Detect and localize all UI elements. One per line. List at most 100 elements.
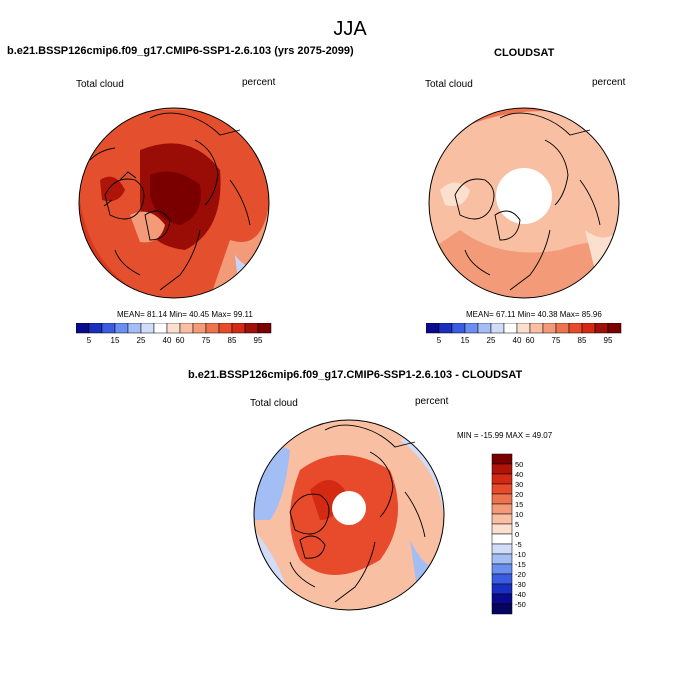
obs-min-label: Min=	[517, 310, 536, 319]
model-colorbar-tick-label: 75	[202, 336, 211, 345]
model-min-value: 40.45	[189, 310, 210, 319]
obs-stats: MEAN= 67.11 Min= 40.38 Max= 85.96	[466, 310, 602, 319]
model-colorbar: 5 15 25 40 60 75 85 95	[76, 323, 272, 345]
diff-colorbar-tick-label: 15	[515, 500, 523, 509]
obs-max-label: Max=	[559, 310, 580, 319]
obs-colorbar-tick-label: 75	[552, 336, 561, 345]
obs-colorbar-box	[516, 323, 531, 334]
model-colorbar-tick-label: 60	[176, 336, 185, 345]
diff-colorbar-box	[491, 553, 513, 565]
diff-colorbar-box	[491, 543, 513, 555]
model-colorbar-tick-label: 5	[87, 336, 92, 345]
model-mean-label: MEAN=	[117, 310, 145, 319]
obs-colorbar-tick-label: 25	[487, 336, 496, 345]
model-colorbar-box	[114, 323, 129, 334]
model-colorbar-box	[192, 323, 207, 334]
diff-map-border	[253, 419, 445, 611]
obs-colorbar-box	[464, 323, 479, 334]
diff-colorbar-box	[491, 493, 513, 505]
diff-panel-title: b.e21.BSSP126cmip6.f09_g17.CMIP6-SSP1-2.…	[188, 369, 523, 381]
diff-variable-label: Total cloud	[250, 398, 298, 409]
obs-colorbar-box	[594, 323, 609, 334]
obs-coastlines	[454, 112, 601, 291]
model-colorbar-box	[166, 323, 181, 334]
obs-colorbar-box	[529, 323, 544, 334]
obs-colorbar-box	[581, 323, 596, 334]
diff-colorbar-tick-label: 10	[515, 510, 523, 519]
model-colorbar-tick-label: 85	[228, 336, 237, 345]
model-colorbar-box	[231, 323, 246, 334]
diff-colorbar-box	[491, 463, 513, 475]
model-colorbar-tick-label: 40	[163, 336, 172, 345]
obs-mean-label: MEAN=	[466, 310, 494, 319]
diff-colorbar-box	[491, 473, 513, 485]
obs-mean-value: 67.11	[496, 310, 516, 319]
diff-colorbar-tick-label: -40	[515, 590, 526, 599]
obs-map-border	[428, 107, 620, 299]
diff-colorbar-tick-label: 0	[515, 530, 519, 539]
obs-min-value: 40.38	[537, 310, 558, 319]
model-colorbar-box	[140, 323, 155, 334]
model-colorbar-box	[88, 323, 103, 334]
obs-max-value: 85.96	[581, 310, 602, 319]
obs-colorbar-box	[477, 323, 492, 334]
model-colorbar-box	[179, 323, 194, 334]
diff-colorbar-tick-label: -30	[515, 580, 526, 589]
obs-colorbar-tick-label: 85	[578, 336, 587, 345]
obs-colorbar-tick-label: 40	[513, 336, 522, 345]
model-max-value: 99.11	[233, 310, 253, 319]
model-mean-value: 81.14	[147, 310, 168, 319]
model-map-border	[78, 107, 270, 299]
model-colorbar-box	[127, 323, 142, 334]
diff-colorbar-box	[491, 573, 513, 585]
obs-colorbar-box	[438, 323, 453, 334]
diff-colorbar-box	[491, 483, 513, 495]
diff-colorbar-tick-label: -15	[515, 560, 526, 569]
model-panel-title: b.e21.BSSP126cmip6.f09_g17.CMIP6-SSP1-2.…	[7, 45, 354, 57]
diff-max-value: 49.07	[532, 431, 553, 440]
obs-colorbar-box	[568, 323, 583, 334]
diff-units-label: percent	[415, 396, 449, 407]
diff-polar-map	[254, 420, 444, 610]
diff-coastlines	[289, 424, 426, 603]
diff-colorbar-box	[491, 593, 513, 605]
obs-variable-label: Total cloud	[425, 79, 473, 90]
model-colorbar-tick-label: 95	[254, 336, 263, 345]
model-colorbar-box	[76, 323, 90, 334]
diff-colorbar-tick-label: 50	[515, 460, 523, 469]
model-min-label: Min=	[169, 310, 187, 319]
diff-colorbar-tick-label: -10	[515, 550, 526, 559]
obs-colorbar: 5 15 25 40 60 75 85 95	[426, 323, 622, 345]
obs-colorbar-tick-label: 60	[526, 336, 535, 345]
obs-colorbar-tick-label: 5	[437, 336, 442, 345]
model-colorbar-tick-label: 15	[111, 336, 120, 345]
model-variable-label: Total cloud	[76, 79, 124, 90]
diff-colorbar-tick-label: 5	[515, 520, 519, 529]
diff-colorbar-box	[491, 583, 513, 595]
diff-colorbar-tick-label: -20	[515, 570, 526, 579]
model-units-label: percent	[242, 77, 276, 88]
obs-colorbar-box	[426, 323, 440, 334]
diff-colorbar-box	[491, 513, 513, 525]
model-colorbar-box	[153, 323, 168, 334]
diff-colorbar-tick-label: 30	[515, 480, 523, 489]
obs-colorbar-box	[542, 323, 557, 334]
obs-colorbar-box	[490, 323, 505, 334]
obs-units-label: percent	[592, 77, 626, 88]
model-colorbar-box	[218, 323, 233, 334]
season-title: JJA	[333, 18, 367, 40]
diff-colorbar-box	[491, 563, 513, 575]
model-stats: MEAN= 81.14 Min= 40.45 Max= 99.11	[117, 310, 253, 319]
diff-colorbar-tick-label: -5	[515, 540, 522, 549]
model-colorbar-tick-label: 25	[137, 336, 146, 345]
diff-stats: MIN = -15.99 MAX = 49.07	[457, 431, 552, 440]
diff-colorbar-box	[491, 503, 513, 515]
obs-colorbar-box	[607, 323, 622, 334]
diff-colorbar-tick-label: 40	[515, 470, 523, 479]
obs-colorbar-box	[555, 323, 570, 334]
diff-colorbar-tick-label: 20	[515, 490, 523, 499]
diff-colorbar-box	[491, 453, 513, 465]
obs-colorbar-tick-label: 95	[604, 336, 613, 345]
